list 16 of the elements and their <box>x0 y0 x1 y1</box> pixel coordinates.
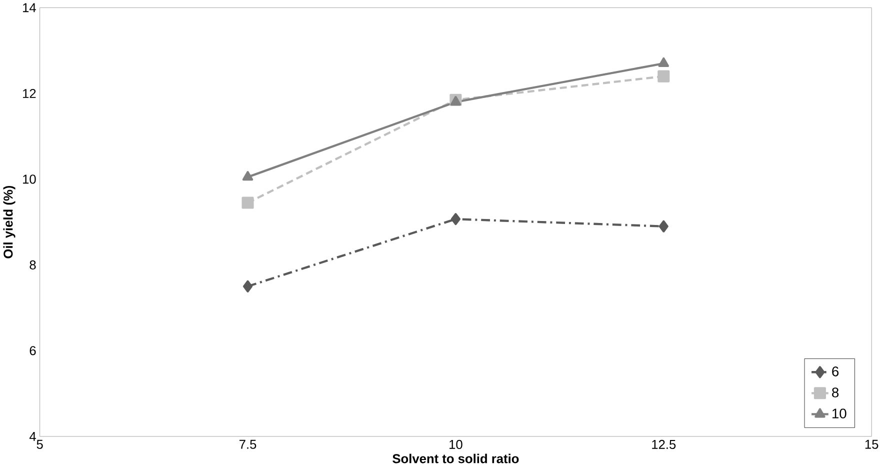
x-tick-label: 15 <box>865 440 878 450</box>
x-tick-label: 12.5 <box>652 440 676 450</box>
x-axis-title: Solvent to solid ratio <box>392 454 519 464</box>
x-tick-label: 10 <box>450 440 462 450</box>
y-tick-label: 10 <box>23 174 36 184</box>
x-tick-label: 5 <box>36 440 43 450</box>
legend-label: 6 <box>832 366 839 377</box>
y-tick-label: 8 <box>30 260 36 270</box>
y-axis-title: Oil yield (%) <box>3 186 16 259</box>
y-tick-label: 6 <box>30 346 36 356</box>
y-tick-label: 4 <box>29 432 36 442</box>
y-tick-label: 12 <box>23 89 36 98</box>
legend-label: 10 <box>832 408 846 419</box>
x-tick-label: 7.5 <box>240 440 256 450</box>
legend-label: 8 <box>832 388 839 398</box>
y-tick-label: 14 <box>23 4 36 12</box>
